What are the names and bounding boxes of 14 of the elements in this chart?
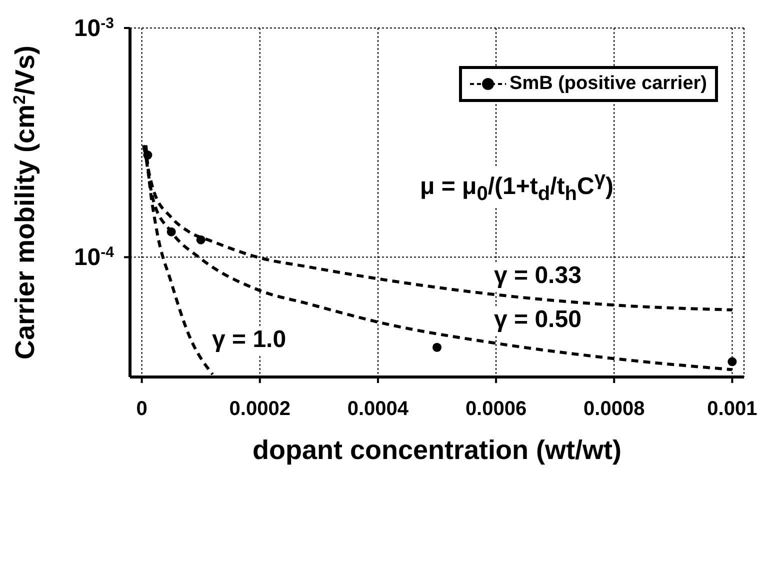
x-tick-label: 0 — [136, 398, 148, 420]
annotation: γ = 0.33 — [494, 262, 582, 290]
x-tick-label: 0.0008 — [584, 398, 645, 420]
y-tick-label: 10$^{-3}$ — [74, 14, 114, 42]
annotation: γ = 0.50 — [494, 306, 582, 334]
x-tick-label: 0.001 — [707, 398, 758, 420]
legend-label: SmB (positive carrier) — [510, 73, 707, 95]
text: μ = μ$_{0}$/(1+t$_{d}$/t$_{h}$C$^{γ}$) — [420, 168, 614, 205]
x-axis-title: dopant concentration (wt/wt) — [252, 435, 622, 465]
y-tick-label: 10$^{-4}$ — [74, 244, 115, 272]
x-tick-label: 0.0002 — [229, 398, 290, 420]
x-tick-label: 0.0006 — [465, 398, 527, 420]
x-tick-label: 0.0004 — [347, 398, 410, 420]
annotation: γ = 1.0 — [212, 326, 286, 354]
